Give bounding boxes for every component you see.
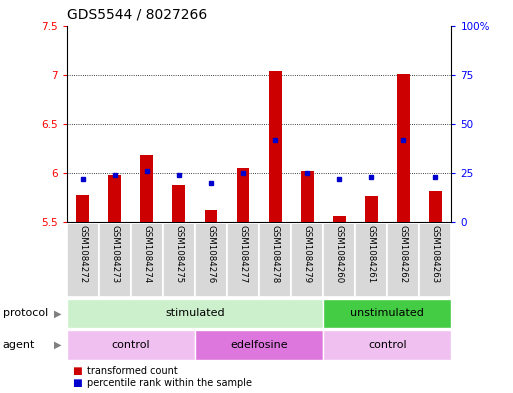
Text: GSM1084260: GSM1084260 [334,225,344,283]
Text: GSM1084279: GSM1084279 [303,225,312,283]
Text: ■: ■ [72,378,82,388]
Text: GSM1084278: GSM1084278 [270,225,280,283]
Bar [323,223,355,297]
Bar [355,223,387,297]
Bar [205,210,218,222]
Text: control: control [368,340,407,350]
Text: GSM1084262: GSM1084262 [399,225,408,283]
Bar [323,330,451,360]
Bar [195,223,227,297]
Bar [67,299,323,328]
Bar [227,223,259,297]
Bar [429,191,442,222]
Bar [259,223,291,297]
Bar [163,223,195,297]
Bar [195,330,323,360]
Text: ▶: ▶ [54,340,61,350]
Text: GSM1084274: GSM1084274 [142,225,151,283]
Bar [236,168,249,222]
Text: protocol: protocol [3,309,48,318]
Text: GSM1084276: GSM1084276 [206,225,215,283]
Bar [67,223,98,297]
Text: GSM1084261: GSM1084261 [367,225,376,283]
Text: GSM1084263: GSM1084263 [431,225,440,283]
Text: agent: agent [3,340,35,350]
Bar [397,73,410,222]
Bar [172,185,185,222]
Text: GSM1084277: GSM1084277 [239,225,248,283]
Text: GDS5544 / 8027266: GDS5544 / 8027266 [67,7,207,22]
Bar [301,171,313,222]
Text: transformed count: transformed count [87,365,178,376]
Bar [323,299,451,328]
Text: ■: ■ [72,365,82,376]
Bar [67,330,195,360]
Bar [420,223,451,297]
Text: percentile rank within the sample: percentile rank within the sample [87,378,252,388]
Text: GSM1084273: GSM1084273 [110,225,120,283]
Text: GSM1084272: GSM1084272 [78,225,87,283]
Text: stimulated: stimulated [165,309,225,318]
Text: ▶: ▶ [54,309,61,318]
Text: control: control [111,340,150,350]
Bar [365,196,378,222]
Text: unstimulated: unstimulated [350,309,424,318]
Bar [131,223,163,297]
Bar [269,71,282,222]
Bar [141,155,153,222]
Bar [98,223,131,297]
Text: edelfosine: edelfosine [230,340,288,350]
Bar [333,216,346,222]
Bar [108,175,121,222]
Bar [387,223,420,297]
Bar [76,195,89,222]
Text: GSM1084275: GSM1084275 [174,225,184,283]
Bar [291,223,323,297]
